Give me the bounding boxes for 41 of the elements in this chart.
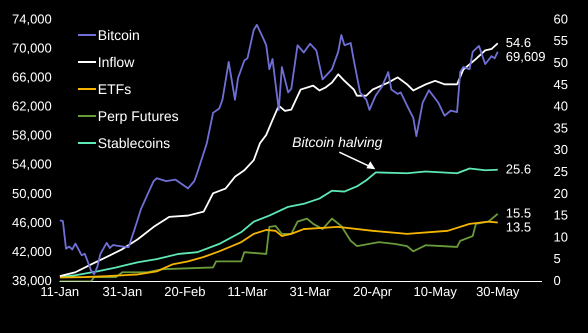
y-tick-label: 62,000: [12, 98, 52, 114]
y2-tick-label: 35: [554, 120, 568, 136]
x-tick-label: 30-May: [476, 284, 520, 299]
y2-tick-label: 45: [554, 76, 568, 92]
y-tick-label: 38,000: [12, 272, 52, 288]
y-tick-label: 46,000: [12, 214, 52, 230]
y2-tick-label: 40: [554, 98, 568, 114]
data-label: 54.6: [506, 34, 532, 50]
legend-label: Inflow: [98, 54, 134, 70]
x-tick-label: 31-Mar: [289, 284, 332, 299]
x-tick-label: 20-Apr: [353, 284, 393, 299]
x-tick-label: 11-Mar: [227, 284, 268, 299]
y-tick-label: 66,000: [12, 70, 52, 85]
legend-label: ETFs: [98, 81, 132, 98]
x-tick-label: 20-Feb: [164, 284, 206, 299]
y2-tick-label: 55: [554, 33, 568, 48]
legend-label: Perp Futures: [98, 108, 179, 124]
y2-tick-label: 5: [554, 251, 561, 266]
data-label: 69,609: [506, 48, 546, 64]
y2-tick-label: 30: [554, 142, 568, 158]
data-label: 13.5: [506, 219, 532, 234]
legend-label: Bitcoin: [98, 27, 140, 44]
x-tick-label: 31-Jan: [102, 284, 142, 299]
y2-tick-label: 25: [554, 164, 568, 179]
y-tick-label: 70,000: [12, 40, 52, 56]
y2-tick-label: 60: [554, 11, 568, 26]
y2-tick-label: 20: [554, 186, 568, 201]
y-tick-label: 42,000: [12, 244, 52, 259]
y2-tick-label: 10: [554, 229, 568, 244]
annotation: Bitcoin halving: [292, 134, 383, 150]
data-label: 25.6: [506, 161, 532, 176]
legend-label: Stablecoins: [98, 135, 170, 152]
y-tick-label: 54,000: [12, 156, 52, 172]
x-tick-label: 10-May: [413, 284, 458, 299]
y-tick-label: 58,000: [12, 128, 52, 143]
y-tick-label: 74,000: [12, 11, 52, 26]
y2-tick-label: 50: [554, 54, 568, 70]
data-label: 15.5: [506, 205, 532, 220]
y2-tick-label: 15: [554, 208, 568, 223]
y-tick-label: 50,000: [12, 186, 52, 201]
y2-tick-label: 0: [554, 272, 561, 288]
